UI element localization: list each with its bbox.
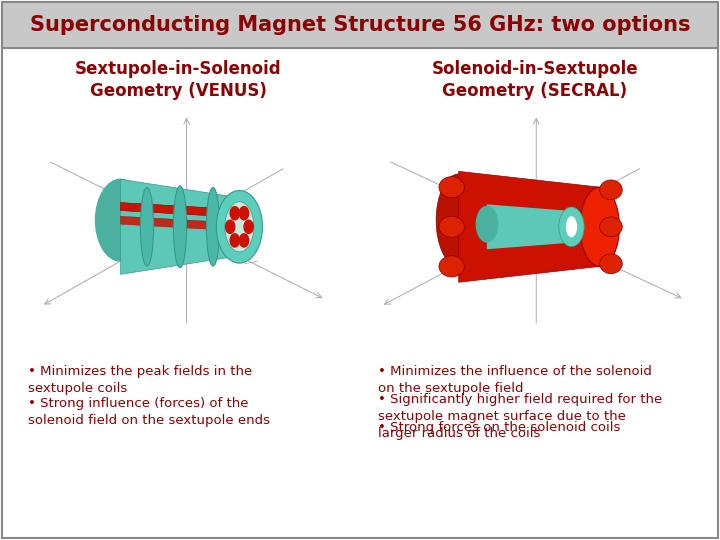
Ellipse shape xyxy=(225,202,254,252)
Polygon shape xyxy=(120,202,235,217)
Ellipse shape xyxy=(244,220,253,233)
Ellipse shape xyxy=(96,179,145,261)
Text: Sextupole-in-Solenoid
Geometry (VENUS): Sextupole-in-Solenoid Geometry (VENUS) xyxy=(75,60,282,100)
Ellipse shape xyxy=(580,187,619,266)
Ellipse shape xyxy=(439,256,464,277)
Text: • Significantly higher field required for the
sextupole magnet surface due to th: • Significantly higher field required fo… xyxy=(378,393,662,440)
Polygon shape xyxy=(120,216,235,231)
Text: • Minimizes the peak fields in the
sextupole coils: • Minimizes the peak fields in the sextu… xyxy=(28,365,252,395)
Ellipse shape xyxy=(439,216,464,238)
Ellipse shape xyxy=(225,220,235,233)
Text: • Strong influence (forces) of the
solenoid field on the sextupole ends: • Strong influence (forces) of the solen… xyxy=(28,397,270,427)
Polygon shape xyxy=(459,171,600,282)
Ellipse shape xyxy=(216,191,263,263)
Ellipse shape xyxy=(600,180,622,200)
Ellipse shape xyxy=(600,217,622,237)
Ellipse shape xyxy=(230,207,239,220)
Ellipse shape xyxy=(140,187,153,266)
Ellipse shape xyxy=(600,254,622,274)
Polygon shape xyxy=(120,179,239,274)
Text: • Strong forces on the solenoid coils: • Strong forces on the solenoid coils xyxy=(378,421,621,434)
Polygon shape xyxy=(487,204,572,249)
Text: Solenoid-in-Sextupole
Geometry (SECRAL): Solenoid-in-Sextupole Geometry (SECRAL) xyxy=(432,60,639,100)
Polygon shape xyxy=(120,202,235,217)
Text: • Minimizes the influence of the solenoid
on the sextupole field: • Minimizes the influence of the solenoi… xyxy=(378,365,652,395)
Ellipse shape xyxy=(207,187,220,266)
Text: Superconducting Magnet Structure 56 GHz: two options: Superconducting Magnet Structure 56 GHz:… xyxy=(30,15,690,35)
Ellipse shape xyxy=(239,234,248,247)
Ellipse shape xyxy=(230,234,239,247)
Ellipse shape xyxy=(559,207,584,247)
Ellipse shape xyxy=(436,174,481,266)
Ellipse shape xyxy=(439,177,464,198)
Ellipse shape xyxy=(476,206,498,242)
Ellipse shape xyxy=(239,207,248,220)
Ellipse shape xyxy=(566,216,577,238)
Ellipse shape xyxy=(174,186,186,268)
FancyBboxPatch shape xyxy=(2,2,718,48)
